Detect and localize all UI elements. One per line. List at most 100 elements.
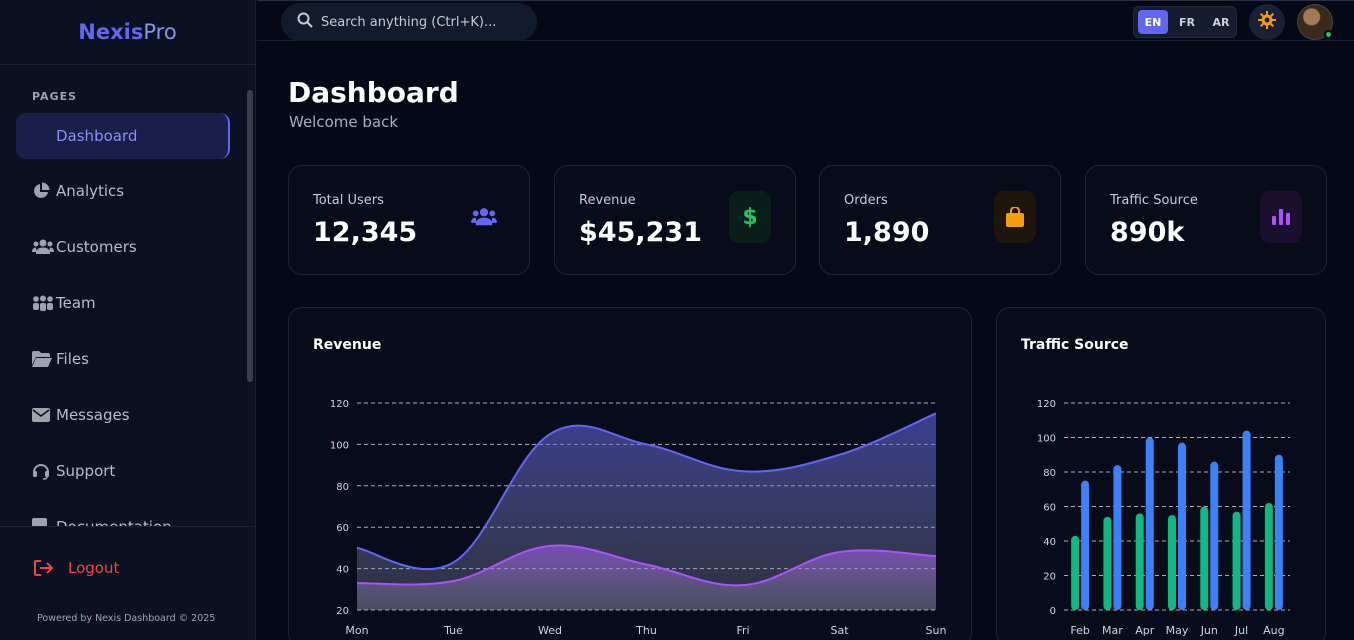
x-tick-label: Apr [1135, 624, 1155, 637]
search-box[interactable] [281, 3, 537, 41]
chart-title: Revenue [313, 337, 382, 353]
logout-button[interactable]: Logout [34, 559, 119, 577]
sidebar-nav: PAGES Dashboard Analytics Customers Team [0, 65, 255, 526]
stat-card-revenue: Revenue $45,231 $ [554, 165, 796, 275]
dollar-icon: $ [729, 191, 771, 243]
brand-name-part1: Nexis [78, 20, 144, 44]
stat-label: Traffic Source [1110, 193, 1198, 208]
search-input[interactable] [321, 14, 521, 30]
bar-chart-icon [1260, 191, 1302, 243]
bar [1145, 437, 1154, 610]
bar [1135, 513, 1144, 610]
users-icon [463, 191, 505, 243]
sidebar-item-label: Team [56, 294, 96, 312]
series-line [356, 412, 937, 571]
series-area [357, 545, 936, 610]
y-tick-label: 40 [1043, 537, 1056, 548]
sidebar-item-label: Support [56, 462, 116, 480]
sidebar-item-label: Analytics [56, 182, 125, 200]
x-tick-label: Feb [1070, 624, 1089, 637]
x-tick-label: Mon [345, 624, 368, 637]
stat-value: $45,231 [579, 217, 702, 248]
chart-title: Traffic Source [1021, 337, 1129, 353]
brand-logo[interactable]: Nexis Pro [0, 0, 255, 65]
x-tick-label: Sat [830, 624, 849, 637]
sidebar-item-documentation[interactable]: Documentation [16, 504, 230, 526]
bar [1103, 516, 1112, 610]
bar [1071, 535, 1080, 610]
user-avatar[interactable] [1297, 4, 1333, 40]
page-subtitle: Welcome back [289, 113, 399, 131]
lang-button-ar[interactable]: AR [1212, 15, 1230, 29]
bar [1178, 442, 1186, 610]
top-bar: EN FR AR [257, 0, 1354, 41]
x-tick-label: May [1166, 624, 1189, 637]
bar [1081, 480, 1090, 610]
series-line [356, 544, 937, 587]
sidebar-item-label: Documentation [56, 518, 172, 526]
y-tick-label: 100 [1037, 434, 1056, 445]
sidebar-item-messages[interactable]: Messages [16, 392, 230, 438]
language-switcher: EN FR AR [1133, 6, 1237, 38]
nav-section-label: PAGES [32, 90, 78, 103]
logout-label: Logout [68, 559, 120, 577]
logout-icon [34, 560, 54, 576]
headset-icon [32, 462, 56, 480]
bar [1264, 503, 1273, 610]
bar [1232, 511, 1241, 610]
lang-button-en[interactable]: EN [1138, 10, 1168, 34]
sidebar-scrollbar[interactable] [247, 90, 253, 382]
sidebar-item-files[interactable]: Files [16, 336, 230, 382]
stat-card-total-users: Total Users 12,345 [288, 165, 530, 275]
lang-button-fr[interactable]: FR [1179, 15, 1195, 29]
stat-label: Revenue [579, 193, 636, 208]
x-tick-label: Tue [443, 624, 463, 637]
brand-name-part2: Pro [143, 20, 177, 44]
online-status-indicator [1324, 30, 1333, 39]
folder-icon [32, 351, 56, 367]
sidebar-item-label: Dashboard [56, 127, 138, 145]
team-icon [32, 295, 56, 311]
sidebar-item-dashboard[interactable]: Dashboard [16, 113, 230, 159]
stat-value: 1,890 [844, 217, 930, 248]
revenue-chart-panel: Revenue 20 40 60 80 100 120 Mon Tue Wed Thu Fri Sat… [288, 307, 972, 640]
sidebar-item-customers[interactable]: Customers [16, 224, 230, 270]
y-tick-label: 20 [1043, 572, 1056, 583]
search-icon [297, 12, 313, 32]
stat-label: Total Users [313, 193, 384, 208]
gear-icon [1258, 11, 1276, 33]
x-tick-label: Jul [1234, 624, 1248, 637]
sidebar-item-label: Customers [56, 238, 137, 256]
stat-card-traffic-source: Traffic Source 890k [1085, 165, 1327, 275]
sidebar-item-support[interactable]: Support [16, 448, 230, 494]
y-tick-label: 80 [336, 482, 349, 493]
bar [1242, 430, 1251, 610]
x-tick-label: Mar [1102, 624, 1123, 637]
sidebar-item-analytics[interactable]: Analytics [16, 168, 230, 214]
x-tick-label: Thu [635, 624, 657, 637]
x-tick-label: Jun [1200, 624, 1218, 637]
bar [1210, 461, 1219, 610]
bar [1113, 465, 1122, 610]
sidebar-item-team[interactable]: Team [16, 280, 230, 326]
traffic-chart: 0 20 40 60 80 100 120 Feb Mar Apr May Jun Jul Aug [1037, 399, 1290, 637]
settings-button[interactable] [1249, 4, 1285, 40]
shopping-bag-icon [994, 191, 1036, 243]
x-tick-label: Sun [926, 624, 947, 637]
y-tick-label: 100 [330, 440, 349, 451]
series-area [357, 413, 936, 610]
y-tick-label: 60 [1043, 503, 1056, 514]
y-tick-label: 20 [336, 606, 349, 617]
y-tick-label: 60 [336, 523, 349, 534]
sidebar-item-label: Messages [56, 406, 130, 424]
revenue-chart: 20 40 60 80 100 120 Mon Tue Wed Thu Fri Sat Sun [330, 399, 947, 637]
sidebar-item-label: Files [56, 350, 89, 368]
y-tick-label: 80 [1043, 468, 1056, 479]
traffic-chart-panel: Traffic Source 0 20 40 60 80 100 120 Feb Mar Apr M… [996, 307, 1326, 640]
y-tick-label: 120 [330, 399, 349, 410]
bar [1200, 506, 1209, 610]
stat-card-orders: Orders 1,890 [819, 165, 1061, 275]
bar [1274, 454, 1283, 610]
x-tick-label: Wed [538, 624, 562, 637]
document-icon [32, 518, 56, 526]
